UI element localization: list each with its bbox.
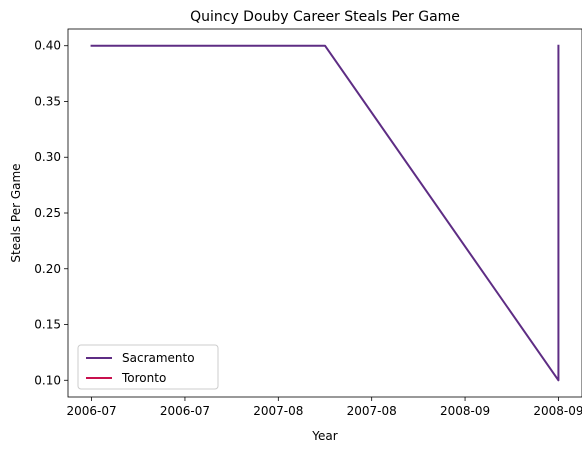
y-tick-label: 0.25 bbox=[34, 206, 61, 220]
y-tick-label: 0.20 bbox=[34, 262, 61, 276]
y-tick-label: 0.15 bbox=[34, 318, 61, 332]
x-tick-label: 2007-08 bbox=[347, 404, 397, 418]
y-axis: 0.10 0.15 0.20 0.25 0.30 0.35 0.40 bbox=[34, 39, 68, 387]
legend: Sacramento Toronto bbox=[77, 344, 219, 390]
y-tick-label: 0.10 bbox=[34, 373, 61, 387]
y-tick-label: 0.35 bbox=[34, 94, 61, 108]
legend-box bbox=[77, 344, 219, 390]
x-tick-label: 2008-09 bbox=[440, 404, 490, 418]
x-tick-label: 2006-07 bbox=[160, 404, 210, 418]
series-layer bbox=[90, 44, 560, 382]
x-tick-label: 2006-07 bbox=[67, 404, 117, 418]
x-axis-label: Year bbox=[311, 429, 337, 443]
x-axis: 2006-07 2006-07 2007-08 2007-08 2008-09 2008-… bbox=[67, 397, 582, 418]
y-tick-label: 0.30 bbox=[34, 150, 61, 164]
x-tick-label: 2008-09 bbox=[533, 404, 582, 418]
y-axis-label: Steals Per Game bbox=[9, 163, 23, 262]
legend-label: Toronto bbox=[121, 371, 166, 385]
plot-frame bbox=[67, 28, 582, 398]
chart-title: Quincy Douby Career Steals Per Game bbox=[190, 9, 460, 25]
y-tick-label: 0.40 bbox=[34, 39, 61, 53]
series-line-sacramento bbox=[90, 44, 560, 382]
legend-label: Sacramento bbox=[122, 351, 195, 365]
x-tick-label: 2007-08 bbox=[253, 404, 303, 418]
